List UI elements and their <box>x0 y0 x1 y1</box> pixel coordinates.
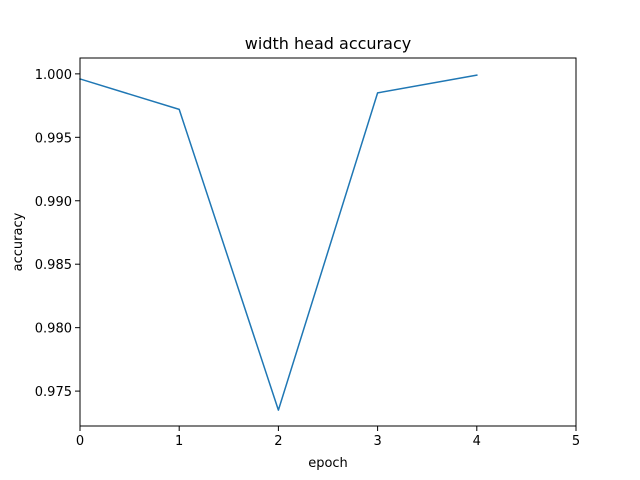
x-tick-label: 3 <box>373 434 381 449</box>
y-axis-label: accuracy <box>11 212 26 271</box>
x-tick-label: 4 <box>473 434 481 449</box>
x-tick-label: 1 <box>175 434 183 449</box>
accuracy-line <box>79 74 478 411</box>
x-tick-label: 2 <box>274 434 282 449</box>
x-tick-label: 0 <box>76 434 84 449</box>
plot-frame <box>79 57 577 427</box>
y-tick-label: 0.990 <box>35 195 72 210</box>
y-tick-label: 0.995 <box>35 131 72 146</box>
y-tick-label: 0.980 <box>35 322 72 337</box>
chart-title: width head accuracy <box>245 34 411 53</box>
x-tick-label: 5 <box>572 434 580 449</box>
y-tick-label: 0.975 <box>35 385 72 400</box>
y-tick-label: 1.000 <box>35 68 72 83</box>
y-tick-label: 0.985 <box>35 258 72 273</box>
x-axis-label: epoch <box>308 456 348 471</box>
